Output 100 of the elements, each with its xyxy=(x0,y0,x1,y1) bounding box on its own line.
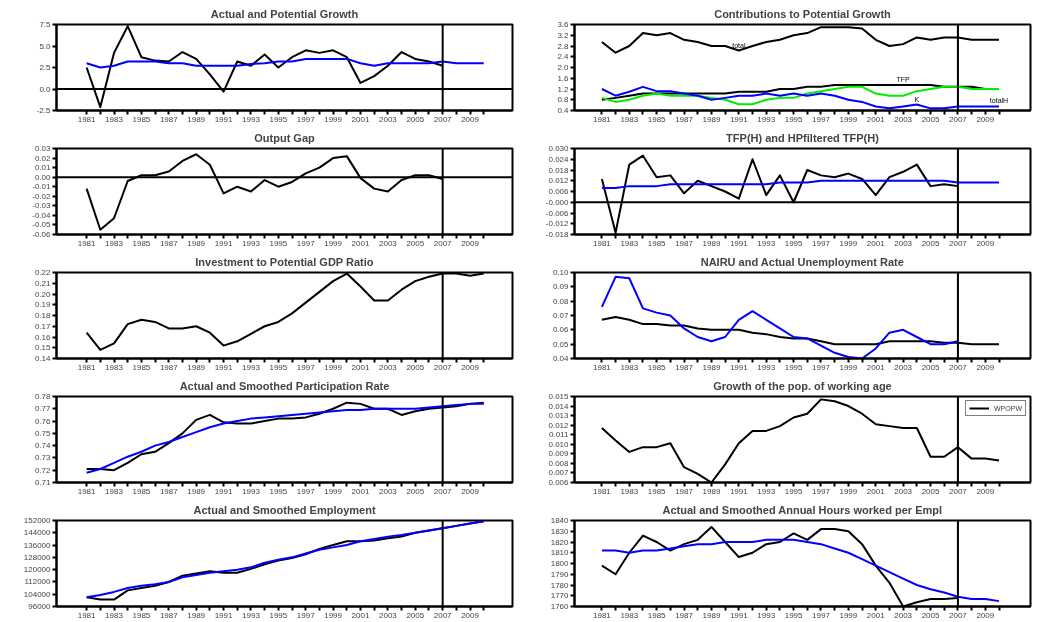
x-tick-label: 2001 xyxy=(866,486,886,496)
x-tick-label: 1999 xyxy=(839,114,858,124)
x-tick-label: 2009 xyxy=(976,238,995,248)
x-tick-label: 1981 xyxy=(592,238,612,248)
x-tick-label: 2005 xyxy=(921,238,940,248)
x-tick-label: 1989 xyxy=(702,610,721,620)
chart-title: Actual and Smoothed Participation Rate xyxy=(179,379,390,392)
y-tick-label: 0.010 xyxy=(548,439,570,449)
x-tick-label: 1995 xyxy=(784,486,804,496)
y-tick-label: -2.5 xyxy=(36,106,52,115)
chart-title: Investment to Potential GDP Ratio xyxy=(195,255,374,268)
y-tick-label: 120000 xyxy=(23,565,52,575)
y-tick-label: 0.72 xyxy=(34,465,52,475)
x-tick-label: 1993 xyxy=(242,610,261,620)
y-tick-label: 0.15 xyxy=(34,343,52,353)
x-tick-label: 1997 xyxy=(296,486,316,496)
x-tick-label: 2009 xyxy=(976,610,995,620)
x-tick-label: 1985 xyxy=(132,238,151,248)
y-tick-label: 0.4 xyxy=(557,106,570,115)
y-tick-label: 0.03 xyxy=(34,144,52,153)
x-tick-label: 1983 xyxy=(105,238,124,248)
x-tick-label: 1983 xyxy=(620,610,639,620)
y-tick-label: 0.74 xyxy=(34,441,52,451)
x-tick-label: 1997 xyxy=(296,610,316,620)
chart-title: TFP(H) and HPfiltered TFP(H) xyxy=(726,131,880,144)
x-tick-label: 2003 xyxy=(894,238,913,248)
y-tick-label: 0.20 xyxy=(34,289,52,299)
y-tick-label: 0.007 xyxy=(548,468,570,478)
x-tick-label: 1983 xyxy=(620,486,639,496)
x-tick-label: 1991 xyxy=(729,114,749,124)
x-tick-label: 2009 xyxy=(461,114,480,124)
x-tick-label: 2001 xyxy=(866,114,886,124)
y-tick-label: 0.04 xyxy=(552,354,570,363)
x-tick-label: 2003 xyxy=(378,114,398,124)
x-tick-label: 1995 xyxy=(269,610,288,620)
y-tick-label: 0.8 xyxy=(557,95,570,105)
y-tick-label: 136000 xyxy=(23,540,52,550)
x-tick-label: 2007 xyxy=(949,114,968,124)
x-tick-label: 1997 xyxy=(812,114,831,124)
x-tick-label: 1987 xyxy=(675,114,694,124)
x-tick-label: 1991 xyxy=(214,362,234,372)
y-tick-label: 112000 xyxy=(24,577,52,587)
y-tick-label: 0.07 xyxy=(552,311,570,320)
y-tick-label: 0.73 xyxy=(34,453,52,463)
y-tick-label: 7.5 xyxy=(39,20,52,29)
y-tick-label: 0.008 xyxy=(548,458,570,468)
x-tick-label: 2007 xyxy=(949,486,968,496)
x-tick-label: 1981 xyxy=(592,610,612,620)
x-tick-label: 2001 xyxy=(351,610,370,620)
x-tick-label: 1993 xyxy=(757,362,776,372)
y-tick-label: 1.6 xyxy=(557,73,570,83)
y-tick-label: -0.05 xyxy=(32,220,52,230)
x-tick-label: 1981 xyxy=(77,610,97,620)
y-tick-label: 1820 xyxy=(550,537,570,547)
x-tick-label: 1987 xyxy=(675,610,694,620)
x-tick-label: 2009 xyxy=(976,114,995,124)
x-tick-label: 1995 xyxy=(269,362,288,372)
x-tick-label: 1985 xyxy=(647,362,667,372)
y-tick-label: 1800 xyxy=(550,559,570,568)
x-tick-label: 1981 xyxy=(77,362,97,372)
x-tick-label: 1985 xyxy=(132,610,151,620)
y-tick-label: 1810 xyxy=(550,548,570,558)
y-tick-label: 104000 xyxy=(23,589,52,599)
x-tick-label: 1989 xyxy=(702,114,721,124)
x-tick-label: 2005 xyxy=(406,610,425,620)
x-tick-label: 2007 xyxy=(949,610,968,620)
y-tick-label: 0.19 xyxy=(34,300,52,310)
chart-title: Growth of the pop. of working age xyxy=(713,379,892,392)
chart-title: Output Gap xyxy=(254,131,316,144)
x-tick-label: 1989 xyxy=(187,486,206,496)
x-tick-label: 1995 xyxy=(269,238,288,248)
x-tick-label: 1991 xyxy=(729,486,749,496)
x-tick-label: 1991 xyxy=(214,486,234,496)
x-tick-label: 1985 xyxy=(132,114,151,124)
x-tick-label: 1983 xyxy=(620,114,639,124)
x-tick-label: 1999 xyxy=(324,610,343,620)
x-tick-label: 1997 xyxy=(812,486,831,496)
x-tick-label: 1981 xyxy=(592,362,612,372)
x-tick-label: 1981 xyxy=(77,238,97,248)
x-tick-label: 1993 xyxy=(242,362,261,372)
y-tick-label: 0.22 xyxy=(34,268,52,277)
x-tick-label: 1985 xyxy=(132,486,151,496)
x-tick-label: 1999 xyxy=(839,486,858,496)
y-tick-label: 128000 xyxy=(23,552,52,562)
x-tick-label: 1983 xyxy=(105,486,124,496)
x-tick-label: 2005 xyxy=(406,238,425,248)
y-tick-label: 1760 xyxy=(550,602,570,611)
x-tick-label: 2009 xyxy=(976,362,995,372)
y-tick-label: 0.71 xyxy=(34,478,52,487)
y-tick-label: 0.17 xyxy=(34,321,52,331)
x-tick-label: 1999 xyxy=(324,114,343,124)
y-tick-label: 0.06 xyxy=(552,325,570,335)
x-tick-label: 1991 xyxy=(729,238,749,248)
x-tick-label: 2007 xyxy=(433,486,453,496)
x-tick-label: 1985 xyxy=(647,238,667,248)
y-tick-label: -0.018 xyxy=(545,230,570,239)
x-tick-label: 1981 xyxy=(77,114,97,124)
x-tick-label: 2007 xyxy=(433,114,453,124)
x-tick-label: 1987 xyxy=(675,362,694,372)
y-tick-label: 152000 xyxy=(23,516,52,525)
